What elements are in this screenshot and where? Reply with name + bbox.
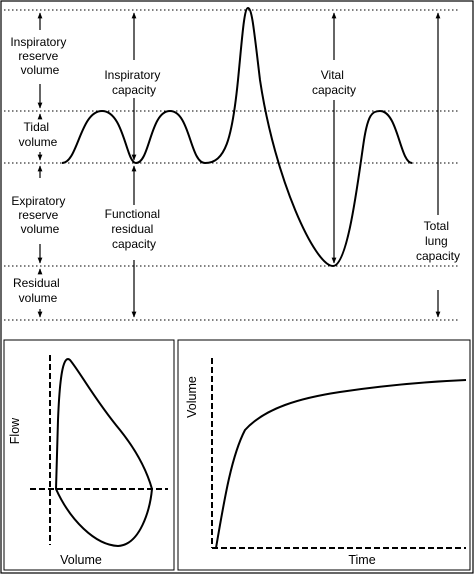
inspiratory-capacity-label: Inspiratory capacity — [104, 68, 163, 97]
vital-capacity-label: Vital capacity — [312, 68, 356, 97]
volume-time-box — [177, 339, 471, 571]
volume-time-panel: Volume Time — [177, 339, 471, 571]
spirogram-trace — [61, 6, 413, 268]
flow-volume-loop-panel: Flow Volume — [3, 339, 175, 571]
volume-time-curve — [215, 379, 467, 549]
flow-axis-label: Flow — [8, 417, 22, 444]
functional-residual-capacity-label: Functional residual capacity — [105, 207, 164, 251]
expiratory-reserve-volume-label: Expiratory reserve volume — [11, 194, 68, 236]
total-lung-capacity-label: Total lung capacity — [416, 219, 460, 263]
volume-axis-label: Volume — [185, 376, 199, 418]
residual-volume-label: Residual volume — [13, 276, 63, 305]
flow-volume-box — [3, 339, 175, 571]
tidal-volume-label: Tidal volume — [19, 120, 58, 149]
inspiratory-reserve-volume-label: Inspiratory reserve volume — [10, 35, 69, 77]
flow-volume-loop-curve — [54, 358, 154, 548]
spirogram-panel: Inspiratory reserve volume Tidal volume … — [4, 6, 460, 321]
flow-volume-xlabel: Volume — [60, 553, 102, 567]
time-xlabel: Time — [348, 553, 375, 567]
